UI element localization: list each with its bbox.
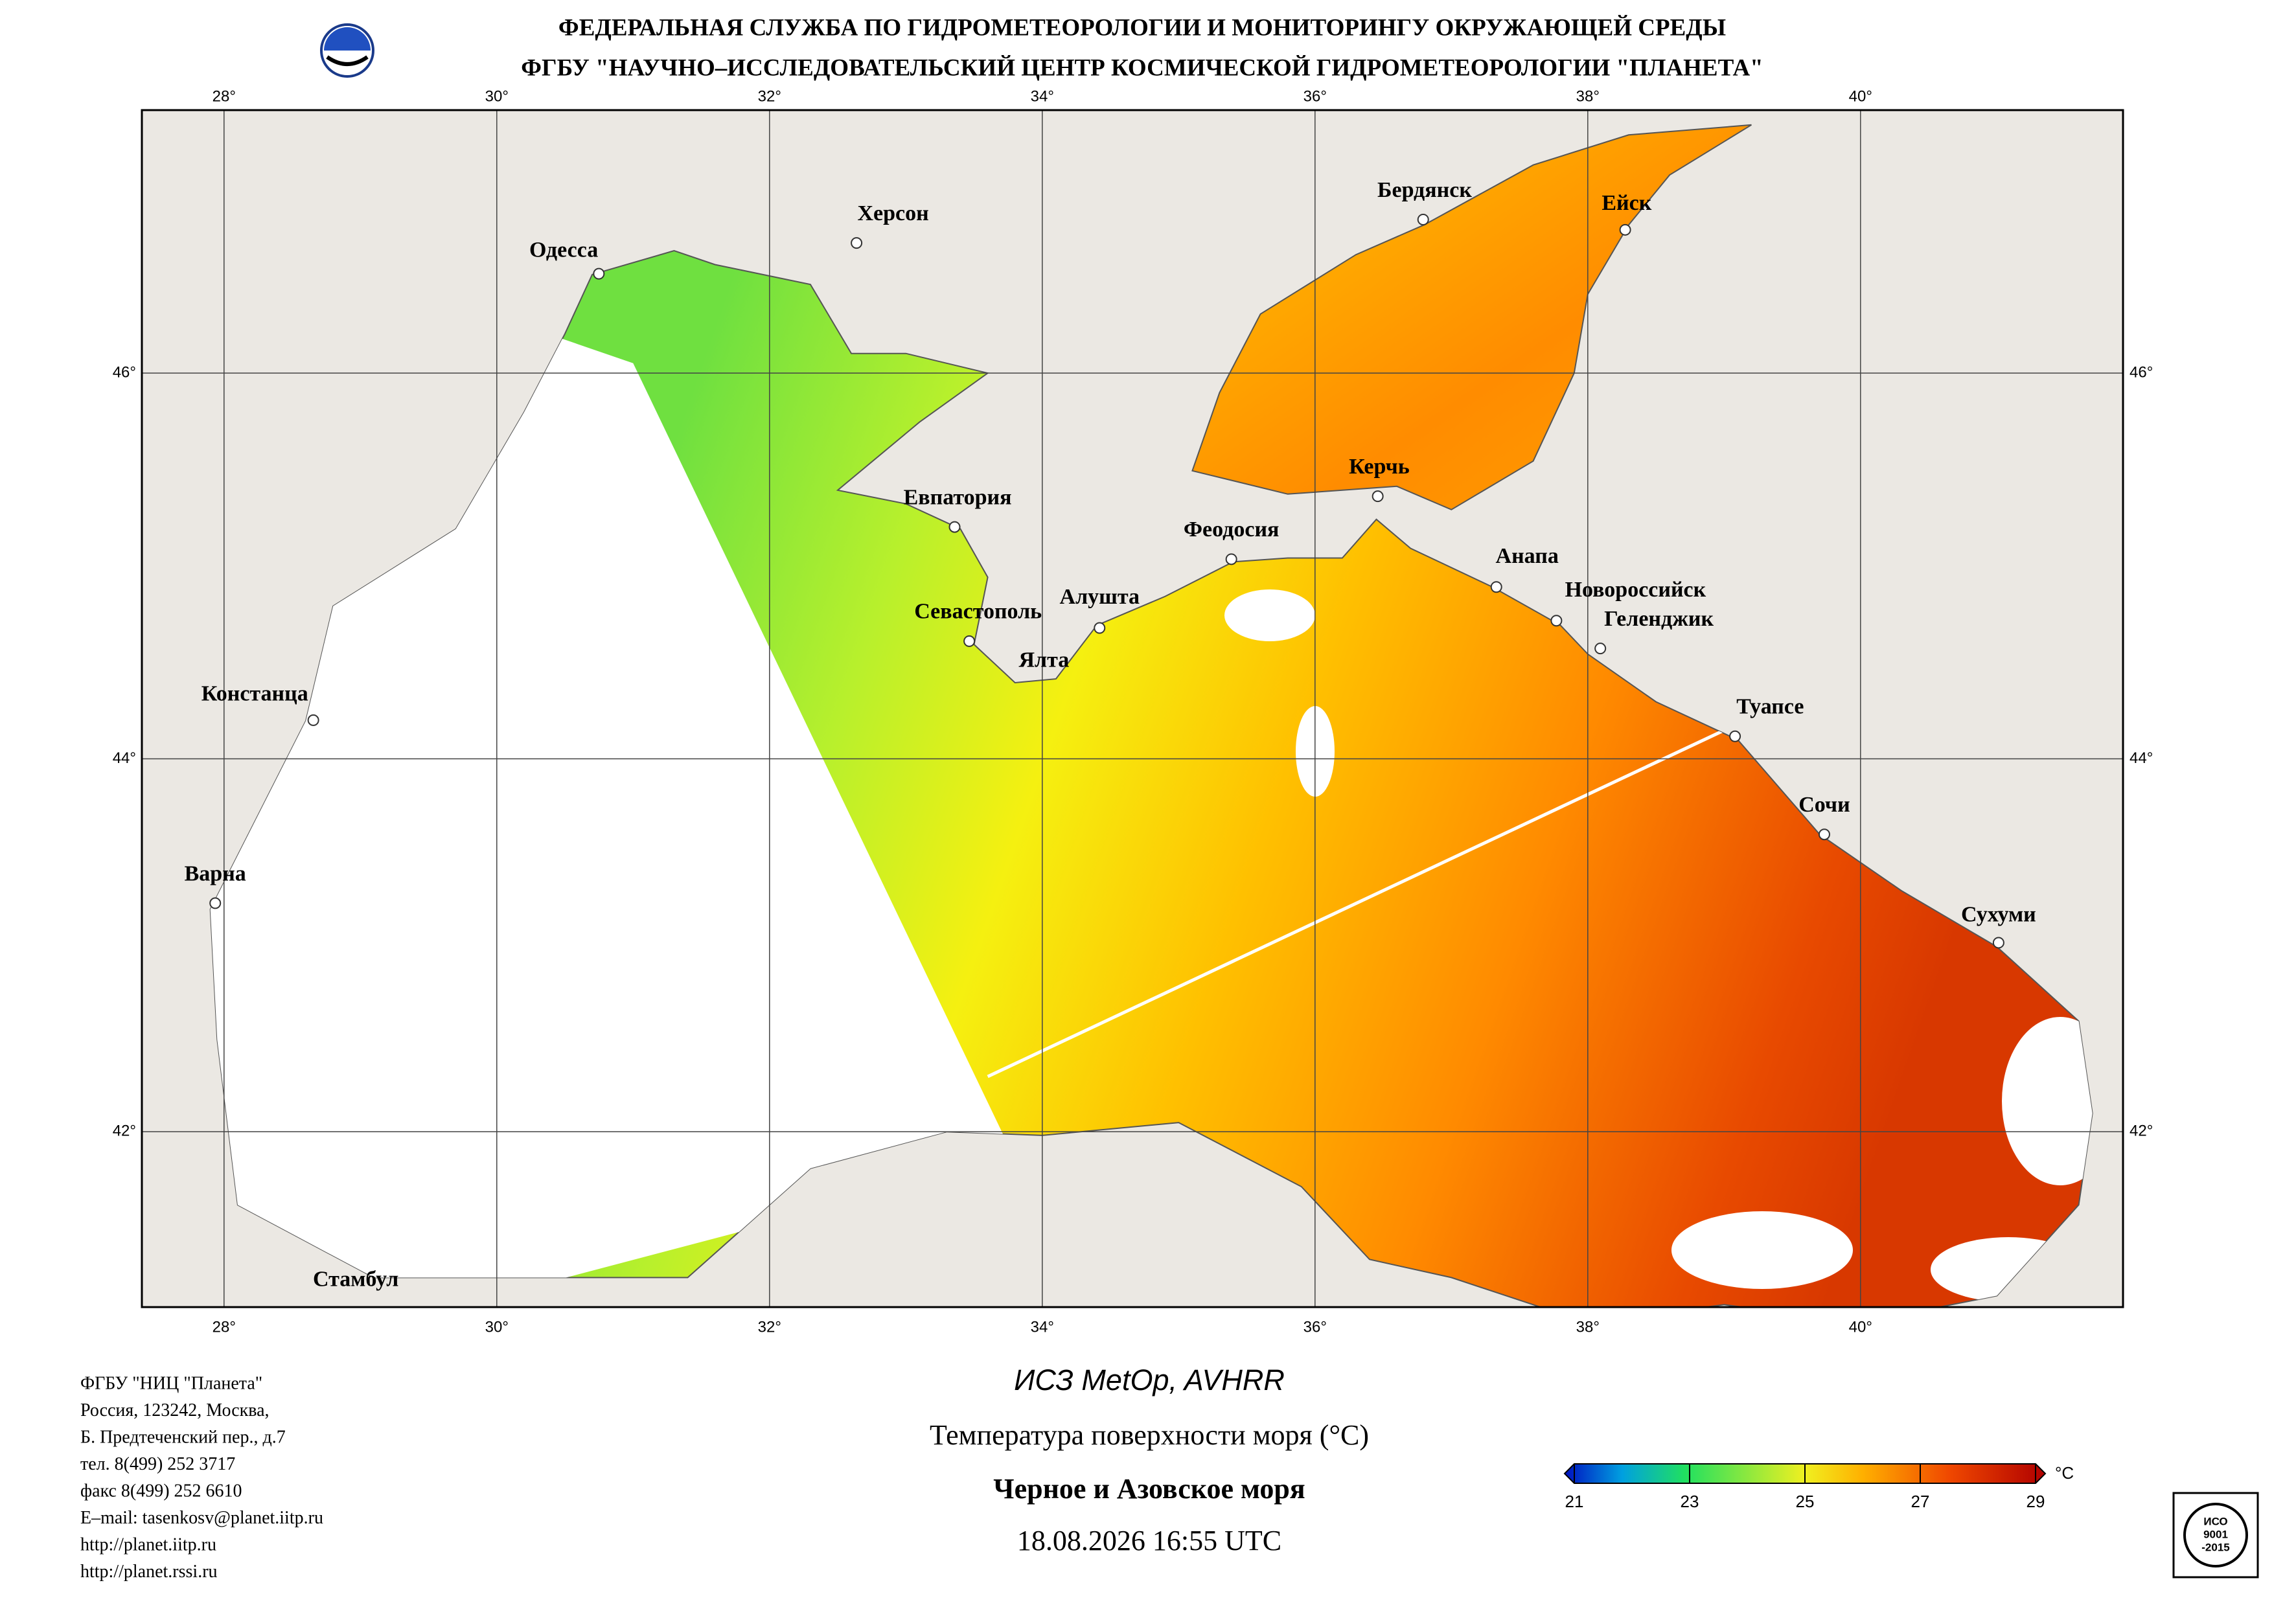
city-label: Бердянск — [1377, 178, 1472, 202]
lat-label: 44° — [2130, 749, 2153, 767]
org-line: Россия, 123242, Москва, — [80, 1400, 270, 1420]
org-line: http://planet.iitp.ru — [80, 1534, 216, 1555]
colorbar-label: 23 — [1681, 1492, 1699, 1511]
city-dot — [1417, 214, 1429, 225]
azov-sea — [1191, 124, 1752, 510]
city-label: Сочи — [1798, 793, 1850, 817]
colorbar-unit: °C — [2055, 1463, 2074, 1483]
city-label: Севастополь — [914, 600, 1042, 624]
lon-label: 40° — [1849, 1318, 1872, 1336]
lon-label: 34° — [1031, 87, 1054, 105]
lon-label: 40° — [1849, 87, 1872, 105]
org-line: E–mail: tasenkosv@planet.iitp.ru — [80, 1508, 323, 1528]
org-line: тел. 8(499) 252 3717 — [80, 1454, 235, 1474]
lon-label: 32° — [758, 1318, 781, 1336]
org-line: http://planet.rssi.ru — [80, 1562, 218, 1582]
lat-label: 42° — [2130, 1123, 2153, 1140]
city-label: Варна — [185, 861, 246, 885]
logo — [320, 23, 374, 78]
city-dot — [1818, 828, 1830, 841]
city-label: Ейск — [1601, 191, 1651, 215]
lat-label: 42° — [113, 1123, 136, 1140]
lon-label: 38° — [1576, 1318, 1600, 1336]
city-dot — [948, 521, 961, 533]
lon-label: 28° — [212, 87, 236, 105]
city-dot — [1550, 615, 1563, 627]
lon-label: 36° — [1303, 87, 1327, 105]
city-dot — [851, 237, 863, 249]
colorbar: 21 23 25 27 29 °C — [1563, 1463, 2074, 1511]
city-label: Констанца — [201, 681, 308, 705]
lat-label: 46° — [113, 363, 136, 381]
iso-text: ИСО — [2203, 1515, 2227, 1527]
city-dot — [1619, 223, 1631, 236]
satellite: ИСЗ MetOp, AVHRR — [1014, 1363, 1285, 1396]
city-label: Алушта — [1060, 585, 1140, 609]
region: Черное и Азовское моря — [993, 1473, 1305, 1505]
lon-label: 30° — [485, 1318, 509, 1336]
city-label: Феодосия — [1184, 518, 1280, 541]
city-label: Керчь — [1349, 455, 1410, 479]
city-dot — [1594, 643, 1607, 655]
colorbar-label: 25 — [1796, 1492, 1815, 1511]
lon-label: 36° — [1303, 1318, 1327, 1336]
datetime: 18.08.2026 16:55 UTC — [1017, 1525, 1281, 1556]
iso-logo — [2172, 1492, 2259, 1579]
lon-label: 28° — [212, 1318, 236, 1336]
city-dot — [1490, 581, 1502, 593]
iso-text: -2015 — [2201, 1541, 2229, 1553]
map-frame — [141, 109, 2124, 1308]
city-dot — [307, 714, 319, 726]
iso-text: 9001 — [2203, 1528, 2228, 1540]
city-label: Стамбул — [313, 1267, 398, 1291]
colorbar-label: 21 — [1565, 1492, 1584, 1511]
city-dot — [1225, 553, 1237, 565]
city-label: Анапа — [1496, 544, 1559, 568]
city-label: Херсон — [857, 201, 928, 225]
city-label: Одесса — [529, 238, 598, 262]
lon-label: 32° — [758, 87, 781, 105]
colorbar-label: 27 — [1911, 1492, 1930, 1511]
colorbar-label: 29 — [2026, 1492, 2045, 1511]
city-dot — [593, 268, 605, 280]
city-label: Новороссийск — [1565, 578, 1706, 602]
city-dot — [1992, 937, 2004, 949]
city-dot — [1094, 622, 1106, 634]
header-line2: ФГБУ "НАУЧНО–ИССЛЕДОВАТЕЛЬСКИЙ ЦЕНТР КОС… — [521, 54, 1763, 81]
map — [142, 110, 2123, 1307]
city-dot — [209, 897, 222, 909]
city-label: Сухуми — [1961, 903, 2036, 927]
lat-label: 46° — [2130, 363, 2153, 381]
product: Температура поверхности моря (°C) — [930, 1419, 1369, 1451]
lat-label: 44° — [113, 749, 136, 767]
lon-label: 38° — [1576, 87, 1600, 105]
header-line1: ФЕДЕРАЛЬНАЯ СЛУЖБА ПО ГИДРОМЕТЕОРОЛОГИИ … — [558, 14, 1726, 41]
city-label: Геленджик — [1604, 607, 1714, 631]
org-line: ФГБУ "НИЦ "Планета" — [80, 1373, 262, 1393]
lon-label: 30° — [485, 87, 509, 105]
city-dot — [963, 635, 976, 647]
lon-label: 34° — [1031, 1318, 1054, 1336]
city-label: Ялта — [1019, 648, 1070, 672]
city-label: Евпатория — [904, 485, 1012, 509]
city-label: Туапсе — [1736, 695, 1804, 719]
city-dot — [1729, 730, 1741, 742]
org-line: факс 8(499) 252 6610 — [80, 1481, 242, 1501]
org-line: Б. Предтеченский пер., д.7 — [80, 1427, 286, 1447]
city-dot — [1372, 490, 1384, 503]
